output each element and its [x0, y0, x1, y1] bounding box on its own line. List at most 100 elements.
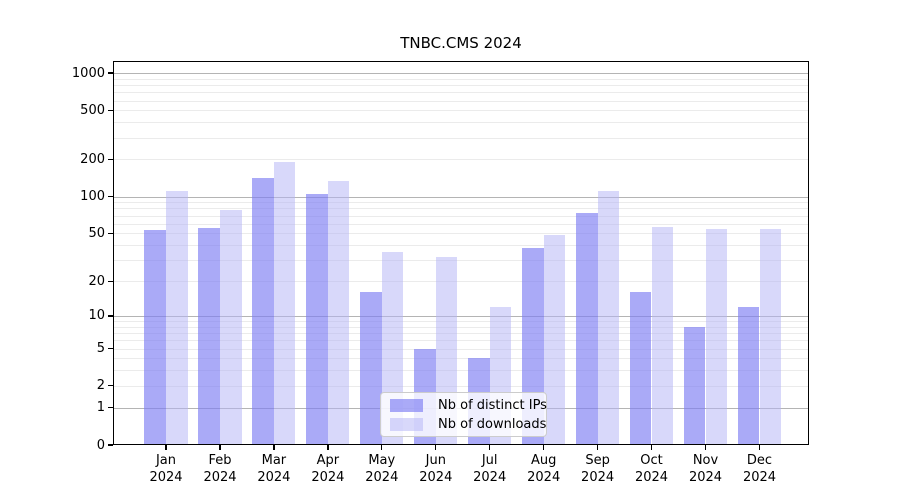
y-tick	[108, 385, 113, 387]
y-tick-label: 20	[88, 273, 105, 289]
gridline-minor	[113, 370, 809, 372]
bar-downloads-aug	[543, 235, 566, 445]
gridline-minor	[113, 85, 809, 86]
y-tick-label: 2	[96, 378, 105, 394]
bar-downloads-dec	[759, 229, 782, 445]
gridline-minor	[113, 202, 809, 204]
y-tick	[108, 72, 113, 74]
legend-swatch-downloads	[390, 417, 423, 431]
y-tick-label: 50	[88, 225, 105, 241]
x-tick	[704, 445, 707, 450]
gridline-minor	[113, 122, 809, 124]
x-tick	[758, 445, 761, 450]
x-tick-label: Oct 2024	[634, 453, 669, 485]
legend-swatch-ips	[390, 398, 423, 412]
bar-ips-may	[360, 292, 382, 445]
legend-label: Nb of distinct IPs	[438, 397, 547, 413]
gridline-minor	[113, 208, 809, 210]
y-tick-label: 200	[80, 151, 105, 167]
x-tick	[219, 445, 221, 450]
x-tick-label: Sep 2024	[581, 453, 615, 485]
x-tick	[489, 445, 491, 450]
y-tick-label: 0	[96, 437, 105, 453]
x-tick	[381, 445, 383, 450]
bar-ips-feb	[198, 228, 220, 445]
y-tick	[108, 195, 113, 198]
bar-downloads-mar	[273, 162, 296, 445]
legend-item-ips: Nb of distinct IPs	[390, 397, 547, 413]
x-tick-label: Aug 2024	[527, 453, 561, 485]
bar-ips-sep	[576, 213, 598, 445]
bar-ips-jan	[144, 230, 166, 445]
x-tick-label: Feb 2024	[203, 453, 237, 485]
gridline-minor	[113, 340, 809, 342]
gridline-major	[113, 315, 809, 317]
x-tick	[273, 445, 275, 450]
x-tick-label: Jul 2024	[473, 453, 507, 485]
x-tick-label: Apr 2024	[311, 453, 345, 485]
gridline-minor	[113, 358, 809, 360]
gridline-minor	[113, 223, 809, 225]
chart-title: TNBC.CMS 2024	[400, 34, 522, 52]
y-tick-label: 1000	[71, 65, 105, 81]
gridline-minor	[113, 260, 809, 262]
y-tick-label: 100	[80, 189, 105, 204]
gridline-major	[113, 196, 809, 198]
y-tick-label: 500	[80, 102, 105, 118]
gridline-minor	[113, 348, 809, 350]
y-tick	[108, 280, 113, 282]
legend-label: Nb of downloads	[438, 416, 547, 432]
bar-ips-mar	[252, 178, 274, 445]
x-tick	[165, 445, 167, 450]
y-tick	[108, 407, 113, 409]
x-tick-label: Nov 2024	[688, 453, 723, 485]
x-tick-label: May 2024	[365, 453, 399, 485]
gridline-minor	[113, 321, 809, 322]
bar-downloads-feb	[220, 209, 242, 445]
bar-downloads-apr	[327, 181, 350, 445]
y-tick-label: 10	[88, 308, 105, 324]
y-tick-label: 5	[96, 341, 105, 356]
y-tick-label: 1	[96, 400, 105, 416]
x-tick	[327, 445, 329, 450]
gridline-minor	[113, 100, 809, 102]
gridline-minor	[113, 326, 809, 328]
bar-downloads-oct	[651, 227, 674, 445]
x-tick-label: Mar 2024	[257, 453, 291, 485]
x-tick-label: Jan 2024	[149, 453, 183, 485]
gridline-minor	[113, 137, 809, 139]
x-tick	[597, 445, 599, 450]
bar-downloads-jan	[166, 191, 188, 445]
gridline-minor	[113, 281, 809, 283]
x-tick-label: Jun 2024	[419, 453, 453, 485]
gridline-minor	[113, 92, 809, 94]
gridline-minor	[113, 215, 809, 217]
x-tick	[543, 445, 545, 450]
y-tick	[108, 158, 113, 161]
legend: Nb of distinct IPs Nb of downloads	[380, 392, 547, 437]
y-tick	[108, 315, 113, 317]
y-tick	[108, 109, 113, 111]
bar-downloads-sep	[597, 191, 620, 445]
gridline-major	[113, 73, 809, 74]
gridline-minor	[113, 78, 809, 80]
x-tick	[435, 445, 437, 450]
gridline-minor	[113, 245, 809, 246]
bar-ips-dec	[737, 306, 760, 445]
gridline-minor	[113, 110, 809, 112]
bar-ips-apr	[306, 193, 328, 445]
gridline-minor	[113, 385, 809, 387]
y-tick	[108, 347, 113, 350]
bar-ips-nov	[683, 326, 706, 445]
y-tick	[108, 232, 113, 234]
bar-downloads-nov	[705, 229, 728, 445]
gridline-minor	[113, 159, 809, 161]
gridline-minor	[113, 233, 809, 235]
bar-ips-oct	[629, 292, 652, 445]
legend-item-downloads: Nb of downloads	[390, 416, 546, 432]
plot-area: 0 1 2 5 10 20 50 100 200 500 1000 Jan 2024 Feb 2024 Mar…	[72, 61, 809, 485]
gridline-minor	[113, 333, 809, 334]
x-tick	[650, 445, 653, 450]
y-tick	[108, 444, 113, 446]
